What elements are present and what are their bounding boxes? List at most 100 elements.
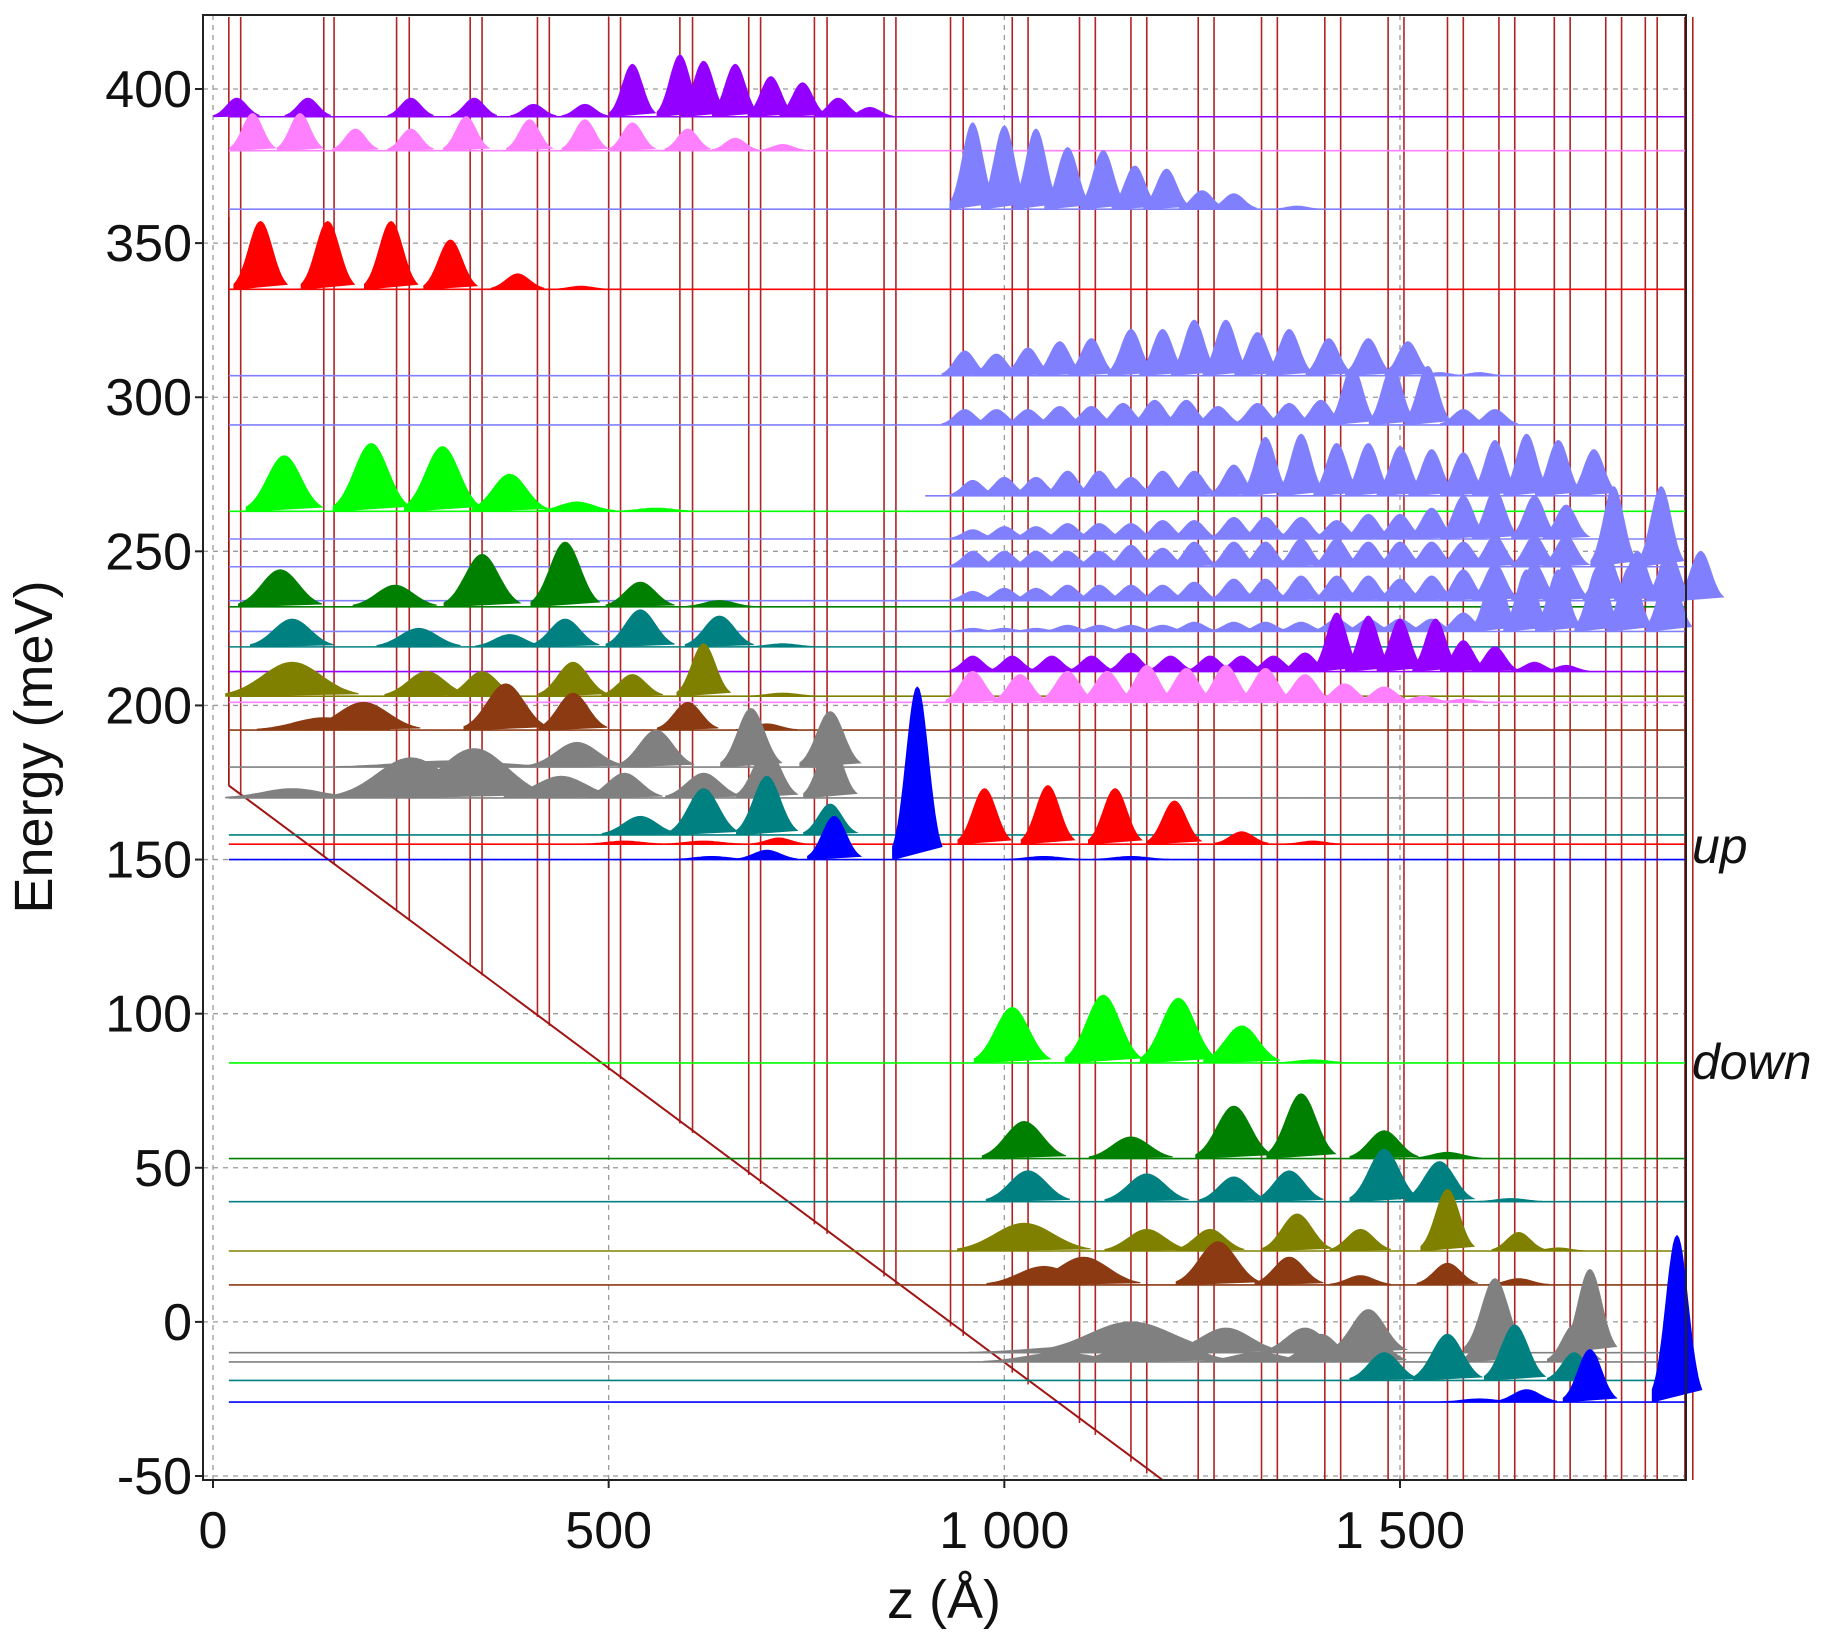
wavefunction-peak xyxy=(1542,664,1590,673)
wavefunction-peak xyxy=(529,741,625,768)
y-tick-label: 300 xyxy=(105,369,192,427)
wavefunction-peak xyxy=(1064,994,1143,1064)
y-axis-title: Energy (meV) xyxy=(4,580,64,913)
wavefunction-peak xyxy=(601,674,663,697)
wavefunction-peak xyxy=(1198,664,1255,703)
wavefunction-peak xyxy=(229,113,277,152)
wavefunction-peak xyxy=(245,455,324,512)
series-14 xyxy=(228,612,1686,673)
wavefunction-peak xyxy=(712,137,759,152)
wavefunction-peak xyxy=(352,584,437,608)
series-11 xyxy=(228,541,1686,608)
wavefunction-peak xyxy=(945,670,1002,703)
wavefunction-peak xyxy=(463,683,548,731)
wavefunction-peak xyxy=(1147,800,1203,845)
wavefunction-peak xyxy=(1265,328,1314,377)
series-0 xyxy=(213,54,1686,118)
wavefunction-peak xyxy=(1202,319,1250,377)
annotations: up down xyxy=(1692,818,1812,1090)
wavefunction-peak xyxy=(442,116,491,152)
wavefunction-peak xyxy=(601,815,679,836)
wavefunction-peak xyxy=(1436,698,1490,703)
wavefunction-peak xyxy=(1412,1333,1484,1382)
wavefunction-peak xyxy=(1088,788,1143,845)
wavefunction-peak xyxy=(1147,655,1194,673)
wavefunction-peak xyxy=(1455,372,1502,377)
wavefunction-peak xyxy=(957,788,1013,845)
x-tick-label: 500 xyxy=(565,1502,652,1560)
wavefunction-peak xyxy=(1088,1136,1173,1160)
wavefunction-peak xyxy=(736,775,799,836)
wavefunction-peak xyxy=(605,609,675,648)
series-21 xyxy=(228,785,1686,845)
series-2 xyxy=(228,122,1686,211)
series-8 xyxy=(228,489,1686,540)
wavefunction-peak xyxy=(1044,147,1092,210)
wavefunction-peak xyxy=(1028,655,1075,673)
y-tick-label: 150 xyxy=(105,832,192,890)
wavefunction-peak xyxy=(1285,840,1340,845)
wavefunction-peak xyxy=(779,82,827,118)
wavefunction-peak xyxy=(1005,856,1082,861)
wavefunction-peak xyxy=(1203,1025,1280,1064)
wavefunction-peak xyxy=(1139,997,1218,1064)
wavefunction-peak xyxy=(609,122,657,152)
wavefunction-peak xyxy=(538,501,616,512)
series-19 xyxy=(225,738,1686,799)
wavefunction-peak xyxy=(1404,1161,1476,1203)
wavefunction-peak xyxy=(225,661,359,697)
wavefunction-peak xyxy=(1542,504,1591,540)
wavefunction-peak xyxy=(364,220,419,290)
wavefunction-peak xyxy=(471,473,548,512)
series-16 xyxy=(228,664,1686,704)
wavefunction-peak xyxy=(1305,338,1354,377)
series-24 xyxy=(228,1093,1686,1160)
wavefunction-peak xyxy=(1376,618,1424,673)
wavefunction-peak xyxy=(1412,1151,1482,1160)
wavefunction-peak xyxy=(1159,667,1215,703)
series-13 xyxy=(228,609,1686,648)
wavefunction-peak xyxy=(1171,541,1218,568)
wavefunction-peak xyxy=(1396,695,1451,703)
wavefunction-peak xyxy=(490,273,545,290)
wavefunction-peak xyxy=(1416,1262,1479,1286)
wavefunction-peak xyxy=(1349,1148,1420,1203)
plot-frame xyxy=(202,14,1687,1481)
wavefunction-peak xyxy=(1476,1198,1546,1203)
wavefunction-peak xyxy=(238,569,323,608)
series-27 xyxy=(228,1241,1686,1286)
wavefunction-peak xyxy=(1026,1256,1141,1286)
wavefunction-peak xyxy=(387,97,434,118)
wavefunction-peak xyxy=(538,661,608,697)
wavefunction-peak xyxy=(510,103,557,118)
x-tick-label: 0 xyxy=(199,1502,228,1560)
wavefunction-peak xyxy=(332,128,379,152)
wavefunction-peak xyxy=(1531,1247,1585,1252)
wavefunction-peak xyxy=(665,840,742,845)
wavefunction-peak xyxy=(949,655,996,673)
y-tick-label: 0 xyxy=(163,1294,192,1352)
wavefunction-peak xyxy=(1404,365,1452,426)
wavefunction-peak xyxy=(981,1120,1067,1160)
wavefunction-peak xyxy=(807,815,863,861)
wavefunction-peak xyxy=(668,788,740,836)
wavefunction-peak xyxy=(1254,1256,1324,1286)
wavefunction-peak xyxy=(450,97,498,118)
wavefunction-peak xyxy=(803,738,858,799)
wavefunction-peak xyxy=(736,748,799,799)
wavefunction-series xyxy=(213,54,1725,1403)
potential-slope-line xyxy=(228,784,1164,1481)
y-tick-label: 100 xyxy=(105,986,192,1044)
wavefunction-peak xyxy=(1277,538,1326,568)
series-22 xyxy=(228,686,1686,861)
series-4 xyxy=(228,319,1686,377)
wavefunction-peak xyxy=(736,849,798,861)
wavefunction-peak xyxy=(506,119,554,152)
wavefunction-peak xyxy=(387,128,434,152)
wavefunction-peak xyxy=(1277,516,1325,540)
wavefunction-peak xyxy=(561,119,610,152)
wavefunction-peak xyxy=(284,97,331,118)
wavefunction-peak xyxy=(751,837,806,845)
wavefunction-peak xyxy=(684,600,754,608)
wavefunction-peak xyxy=(553,285,608,290)
